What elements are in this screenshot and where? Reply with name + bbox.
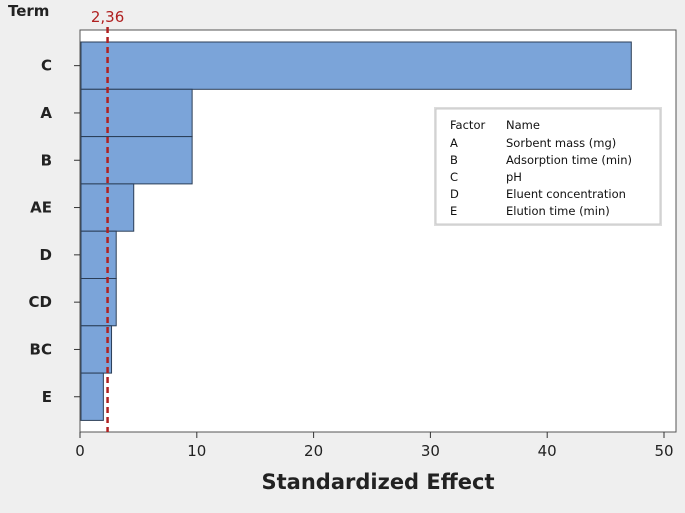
x-tick-label: 10 xyxy=(187,442,206,460)
bar-a xyxy=(80,88,193,138)
reference-line-group: 2,36 xyxy=(91,8,124,432)
bar-cd xyxy=(80,278,117,327)
legend-header-name: Name xyxy=(506,118,540,132)
legend-factor-a: A xyxy=(450,136,458,150)
bars-group xyxy=(80,41,632,421)
legend-factor-c: C xyxy=(450,170,458,184)
reference-line-label: 2,36 xyxy=(91,8,124,26)
legend-factor-b: B xyxy=(450,153,458,167)
x-axis-ticks: 0 10 20 30 40 50 xyxy=(75,432,674,460)
category-label-a: A xyxy=(40,104,52,122)
category-label-c: C xyxy=(41,57,52,75)
category-label-d: D xyxy=(40,246,52,264)
factor-legend: Factor Name A Sorbent mass (mg) B Adsorption … xyxy=(434,107,662,226)
x-axis-title: Standardized Effect xyxy=(262,470,495,494)
legend-name-c: pH xyxy=(506,170,522,184)
x-tick-label: 30 xyxy=(421,442,440,460)
category-label-b: B xyxy=(41,151,52,169)
legend-box xyxy=(435,108,661,225)
category-label-ae: AE xyxy=(30,199,52,217)
x-tick-label: 40 xyxy=(538,442,557,460)
bar-b xyxy=(80,136,193,185)
legend-name-a: Sorbent mass (mg) xyxy=(506,136,616,150)
legend-name-b: Adsorption time (min) xyxy=(506,153,632,167)
legend-factor-d: D xyxy=(450,187,459,201)
bar-e xyxy=(80,372,104,421)
x-tick-label: 20 xyxy=(304,442,323,460)
category-label-bc: BC xyxy=(30,340,52,358)
x-tick-label: 50 xyxy=(654,442,673,460)
legend-factor-e: E xyxy=(450,204,457,218)
bar-d xyxy=(80,230,117,279)
category-labels: C A B AE D CD BC E xyxy=(29,57,80,406)
category-label-cd: CD xyxy=(29,293,52,311)
legend-name-e: Elution time (min) xyxy=(506,204,610,218)
legend-header-factor: Factor xyxy=(450,118,485,132)
legend-name-d: Eluent concentration xyxy=(506,187,626,201)
bar-c xyxy=(80,41,632,90)
x-tick-label: 0 xyxy=(75,442,85,460)
category-label-e: E xyxy=(42,388,52,406)
y-axis-title: Term xyxy=(8,2,49,20)
